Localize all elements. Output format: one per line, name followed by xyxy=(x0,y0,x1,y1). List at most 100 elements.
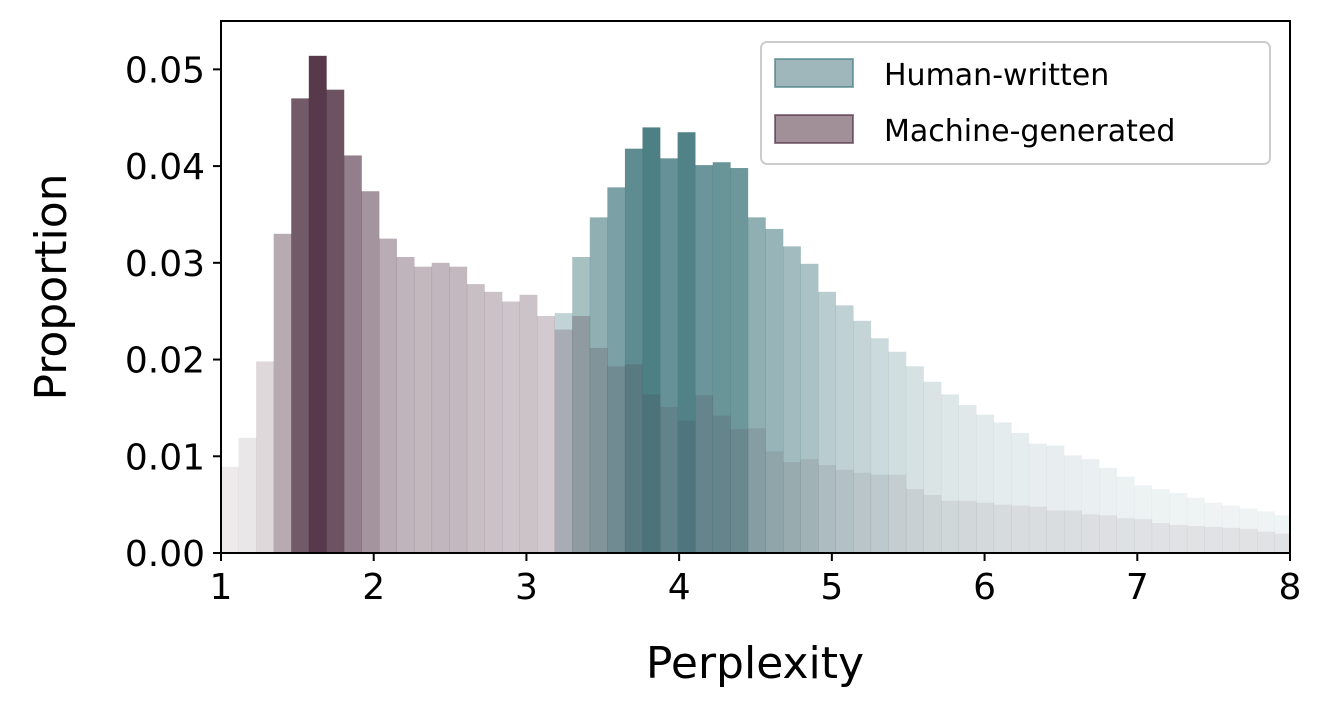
histogram-bar xyxy=(501,301,520,553)
histogram-bar xyxy=(958,500,977,553)
histogram-bar xyxy=(1257,511,1276,553)
histogram-bar xyxy=(396,257,415,553)
histogram-bar xyxy=(888,474,907,553)
histogram-bar xyxy=(1134,519,1153,553)
histogram-bar xyxy=(642,394,661,553)
histogram-bar xyxy=(1169,524,1188,553)
histogram-bar xyxy=(624,148,643,553)
plot-frame xyxy=(220,20,1291,554)
x-tick-label: 6 xyxy=(973,567,996,608)
x-tick-label: 8 xyxy=(1279,567,1302,608)
x-axis: 1 2 3 4 5 6 7 8 xyxy=(210,553,1302,608)
legend-swatch-machine xyxy=(774,114,854,144)
histogram-bar xyxy=(1204,526,1223,553)
histogram-bar xyxy=(1081,514,1100,553)
histogram-bar xyxy=(1239,508,1258,553)
histogram-bar xyxy=(695,165,714,553)
histogram-bar xyxy=(712,415,731,553)
histogram-bar xyxy=(1116,476,1135,553)
histogram-bar xyxy=(1081,459,1100,553)
histogram-bar xyxy=(343,155,362,553)
histogram-bar xyxy=(976,502,995,553)
histogram-bar xyxy=(1011,505,1030,553)
histogram-bar xyxy=(1239,528,1258,553)
histogram-bar xyxy=(800,459,819,553)
series-0 xyxy=(554,127,1291,554)
histogram-bar xyxy=(572,316,591,553)
histogram-bar xyxy=(1204,502,1223,553)
histogram-bar xyxy=(1063,510,1082,553)
histogram-bar xyxy=(607,366,626,553)
histogram-bar xyxy=(730,429,749,553)
histogram-bar xyxy=(712,162,731,554)
histogram-bar xyxy=(660,158,678,553)
y-axis: 0.00 0.01 0.02 0.03 0.04 0.05 xyxy=(125,50,221,575)
y-tick-label: 0.04 xyxy=(125,147,205,188)
histogram-bar xyxy=(835,469,854,553)
histogram-bar xyxy=(800,263,819,553)
histogram-bar xyxy=(1151,523,1170,553)
histogram-bar xyxy=(905,366,924,553)
histogram-bar xyxy=(238,437,257,553)
legend-swatch-human xyxy=(774,58,854,88)
histogram-bar xyxy=(537,316,555,553)
histogram-bar xyxy=(361,191,380,554)
histogram-bar xyxy=(449,266,468,553)
legend-label-machine: Machine-generated xyxy=(884,114,1175,149)
histogram-bar xyxy=(589,217,608,553)
histogram-bar xyxy=(379,238,397,554)
histogram-bar xyxy=(1274,533,1291,553)
histogram-bar xyxy=(1186,497,1205,553)
histogram-bar xyxy=(976,414,995,553)
histogram-bar xyxy=(730,168,749,553)
histogram-bar xyxy=(414,266,433,553)
histogram-bar xyxy=(870,338,889,553)
histogram-bar xyxy=(1063,455,1082,553)
histogram-bar xyxy=(519,294,538,553)
histogram-bar xyxy=(1046,445,1065,553)
histogram-bar xyxy=(1099,467,1117,553)
histogram-bar xyxy=(888,351,907,553)
histogram-bar xyxy=(818,291,836,553)
histogram-bar xyxy=(941,394,959,553)
histogram-bar xyxy=(589,347,608,553)
histogram-bar xyxy=(993,422,1012,553)
y-tick-label: 0.00 xyxy=(125,534,205,575)
legend: Human-written Machine-generated xyxy=(760,41,1271,165)
histogram-bar xyxy=(747,428,766,553)
histogram-bar xyxy=(431,262,450,553)
histogram-bar xyxy=(642,127,661,554)
histogram-bar xyxy=(853,472,872,553)
histogram-bar xyxy=(747,217,766,553)
histogram-bar xyxy=(1151,489,1170,553)
histogram-bar xyxy=(1011,433,1030,553)
histogram-bar xyxy=(835,305,854,553)
histogram-bar xyxy=(484,291,503,553)
histogram-bar xyxy=(1028,443,1047,553)
histogram-bar xyxy=(273,233,292,554)
histogram-bar xyxy=(326,89,345,553)
histogram-bar xyxy=(607,187,626,553)
x-tick-label: 7 xyxy=(1126,567,1149,608)
histogram-bar xyxy=(624,364,643,553)
histogram-bar xyxy=(1046,510,1065,553)
histogram-bar xyxy=(1169,493,1188,553)
x-tick-label: 3 xyxy=(515,567,538,608)
x-tick-label: 1 xyxy=(210,567,233,608)
y-axis-label: Proportion xyxy=(26,173,77,400)
histogram-bar xyxy=(782,462,801,553)
histogram-bar xyxy=(923,381,942,553)
histogram-bar xyxy=(818,464,836,553)
histogram-bar xyxy=(1257,531,1276,553)
histogram-bar xyxy=(554,329,573,553)
histogram-bar xyxy=(958,405,977,553)
histogram-bar xyxy=(1099,515,1117,553)
legend-label-human: Human-written xyxy=(884,58,1109,93)
histogram-bar xyxy=(870,474,889,553)
histogram-bar xyxy=(660,406,678,553)
histogram-bar xyxy=(1186,525,1205,553)
histogram-bar xyxy=(256,361,274,553)
y-tick-label: 0.01 xyxy=(125,437,205,478)
series-1 xyxy=(221,55,1291,554)
